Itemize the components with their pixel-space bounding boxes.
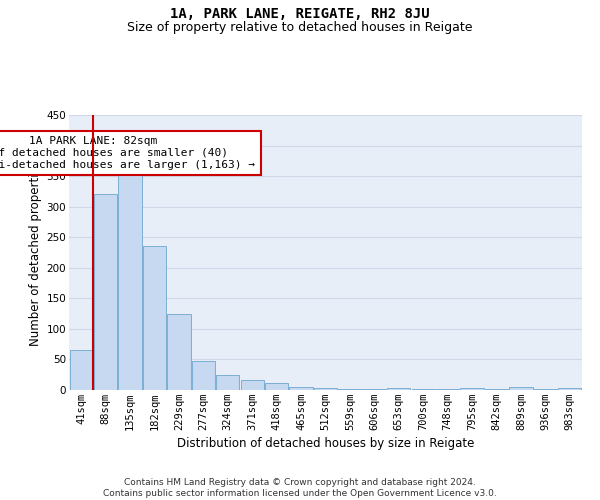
Bar <box>289 387 313 390</box>
Bar <box>558 388 581 390</box>
X-axis label: Distribution of detached houses by size in Reigate: Distribution of detached houses by size … <box>177 437 474 450</box>
Bar <box>167 314 191 390</box>
Bar <box>70 350 93 390</box>
Bar <box>387 388 410 390</box>
Bar <box>216 374 239 390</box>
Y-axis label: Number of detached properties: Number of detached properties <box>29 160 43 346</box>
Bar <box>94 194 117 390</box>
Text: Size of property relative to detached houses in Reigate: Size of property relative to detached ho… <box>127 21 473 34</box>
Text: 1A PARK LANE: 82sqm
← 3% of detached houses are smaller (40)
97% of semi-detache: 1A PARK LANE: 82sqm ← 3% of detached hou… <box>0 136 256 170</box>
Bar <box>509 387 533 390</box>
Bar <box>460 388 484 390</box>
Bar <box>265 382 288 390</box>
Bar <box>363 389 386 390</box>
Bar <box>118 170 142 390</box>
Bar <box>338 389 362 390</box>
Bar <box>192 360 215 390</box>
Text: 1A, PARK LANE, REIGATE, RH2 8JU: 1A, PARK LANE, REIGATE, RH2 8JU <box>170 8 430 22</box>
Bar <box>314 388 337 390</box>
Bar <box>241 380 264 390</box>
Bar <box>143 246 166 390</box>
Text: Contains HM Land Registry data © Crown copyright and database right 2024.
Contai: Contains HM Land Registry data © Crown c… <box>103 478 497 498</box>
